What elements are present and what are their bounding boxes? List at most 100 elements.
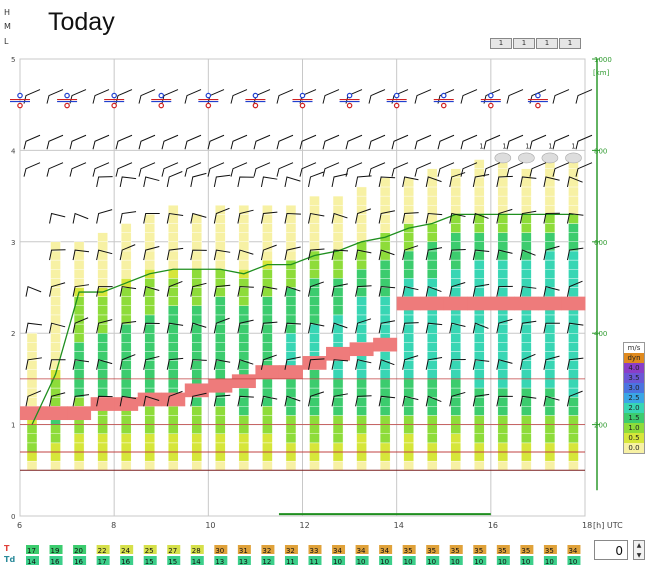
thermal-cell [26,451,38,462]
thermal-cell [309,214,320,224]
wind-barb [414,89,432,104]
thermal-cell [144,424,155,434]
dewpoint-value: 10 [521,558,530,566]
wind-barb [166,247,184,261]
time-offset-stepper[interactable]: ▲ ▼ [633,540,645,560]
wind-barb [378,359,395,370]
thermal-cell [497,460,509,471]
wind-barb [92,162,110,177]
thermal-cell [474,250,485,261]
inversion-band [396,296,421,311]
right-tick-label: 800 [594,147,607,155]
thermal-cell [379,296,391,306]
thermal-cell [568,314,579,325]
chevron-down-icon[interactable]: ▼ [636,552,642,559]
tool-button[interactable]: 1 [513,38,535,49]
temperature-value: 35 [404,547,413,555]
thermal-cell [497,214,509,224]
temperature-value: 32 [286,547,295,555]
thermal-cell [309,232,320,243]
thermal-cell [474,451,485,462]
thermal-cell [238,351,250,361]
thermal-cell [356,287,367,297]
temperature-cell [284,545,298,554]
temperature-row-label: T [4,544,10,553]
wind-barb [402,355,419,370]
wind-barb [284,213,301,224]
thermal-cell [238,305,250,316]
station-marker [111,102,117,109]
thermal-cell [474,205,485,215]
thermal-cell [215,360,226,370]
thermal-cell [262,342,273,352]
thermal-cell [403,369,414,380]
thermal-cell [379,460,391,471]
wind-barb [299,134,317,150]
thermal-cell [168,287,179,297]
wind-barb [378,210,395,224]
thermal-cell [144,460,155,471]
wind-barb [166,280,183,297]
wind-barb [322,162,340,177]
wind-barb [72,317,89,334]
wind-barb [237,249,254,261]
cloud-icon [565,152,582,164]
thermal-cell [238,259,250,270]
wind-barb [69,89,87,104]
thermal-cell [568,223,579,233]
thermal-cell [450,433,461,444]
wind-barb [69,162,87,177]
wind-barb [368,134,386,150]
y-tick-label: 1 [11,422,15,430]
thermal-cell [215,424,226,434]
inversion-band [420,296,445,311]
thermal-cell [97,369,108,380]
wind-barb [190,359,207,370]
thermal-cell [521,433,532,444]
legend-entry: 1.5 [624,413,644,423]
chevron-up-icon[interactable]: ▲ [636,542,642,549]
thermal-cell [497,342,509,352]
thermal-cell [50,269,61,279]
wind-barb [184,89,202,104]
thermal-cell [215,333,226,343]
wind-barb [260,176,278,188]
y-tick-label: 5 [11,56,15,64]
wind-barb [115,134,133,150]
wind-barb [322,89,340,104]
thermal-cell [474,269,485,279]
wind-barb [519,395,537,407]
thermal-cell [26,442,38,453]
thermal-cell [309,433,320,444]
temperature-cell [402,545,416,554]
thermal-cell [215,287,226,297]
temperature-value: 27 [168,547,177,555]
wind-barb [402,322,419,334]
cloud-icon [494,152,512,164]
wind-barb [161,162,179,177]
tool-button[interactable]: 1 [536,38,558,49]
thermal-cell [262,287,273,297]
wind-barb [449,212,466,224]
temperature-cell [214,545,228,554]
wind-barb [519,353,536,370]
station-marker [440,102,447,109]
wind-barb [543,322,560,334]
dewpoint-value: 11 [286,558,295,566]
station-marker [64,92,70,99]
thermal-cell [356,433,367,444]
tool-button[interactable]: 1 [490,38,512,49]
thermal-cell [521,342,532,352]
wind-barb [284,322,301,334]
time-offset-input[interactable]: 0 [594,540,628,560]
thermal-cell [332,223,344,233]
wind-barbs [10,89,593,407]
temperature-value: 30 [215,547,224,555]
thermal-cell [144,250,155,261]
tool-button[interactable]: 1 [559,38,581,49]
thermal-cell [403,323,414,334]
thermal-cell [403,214,414,224]
thermal-cell [73,323,85,334]
thermal-cell [238,333,250,343]
cloud-label: 1 [525,142,529,150]
